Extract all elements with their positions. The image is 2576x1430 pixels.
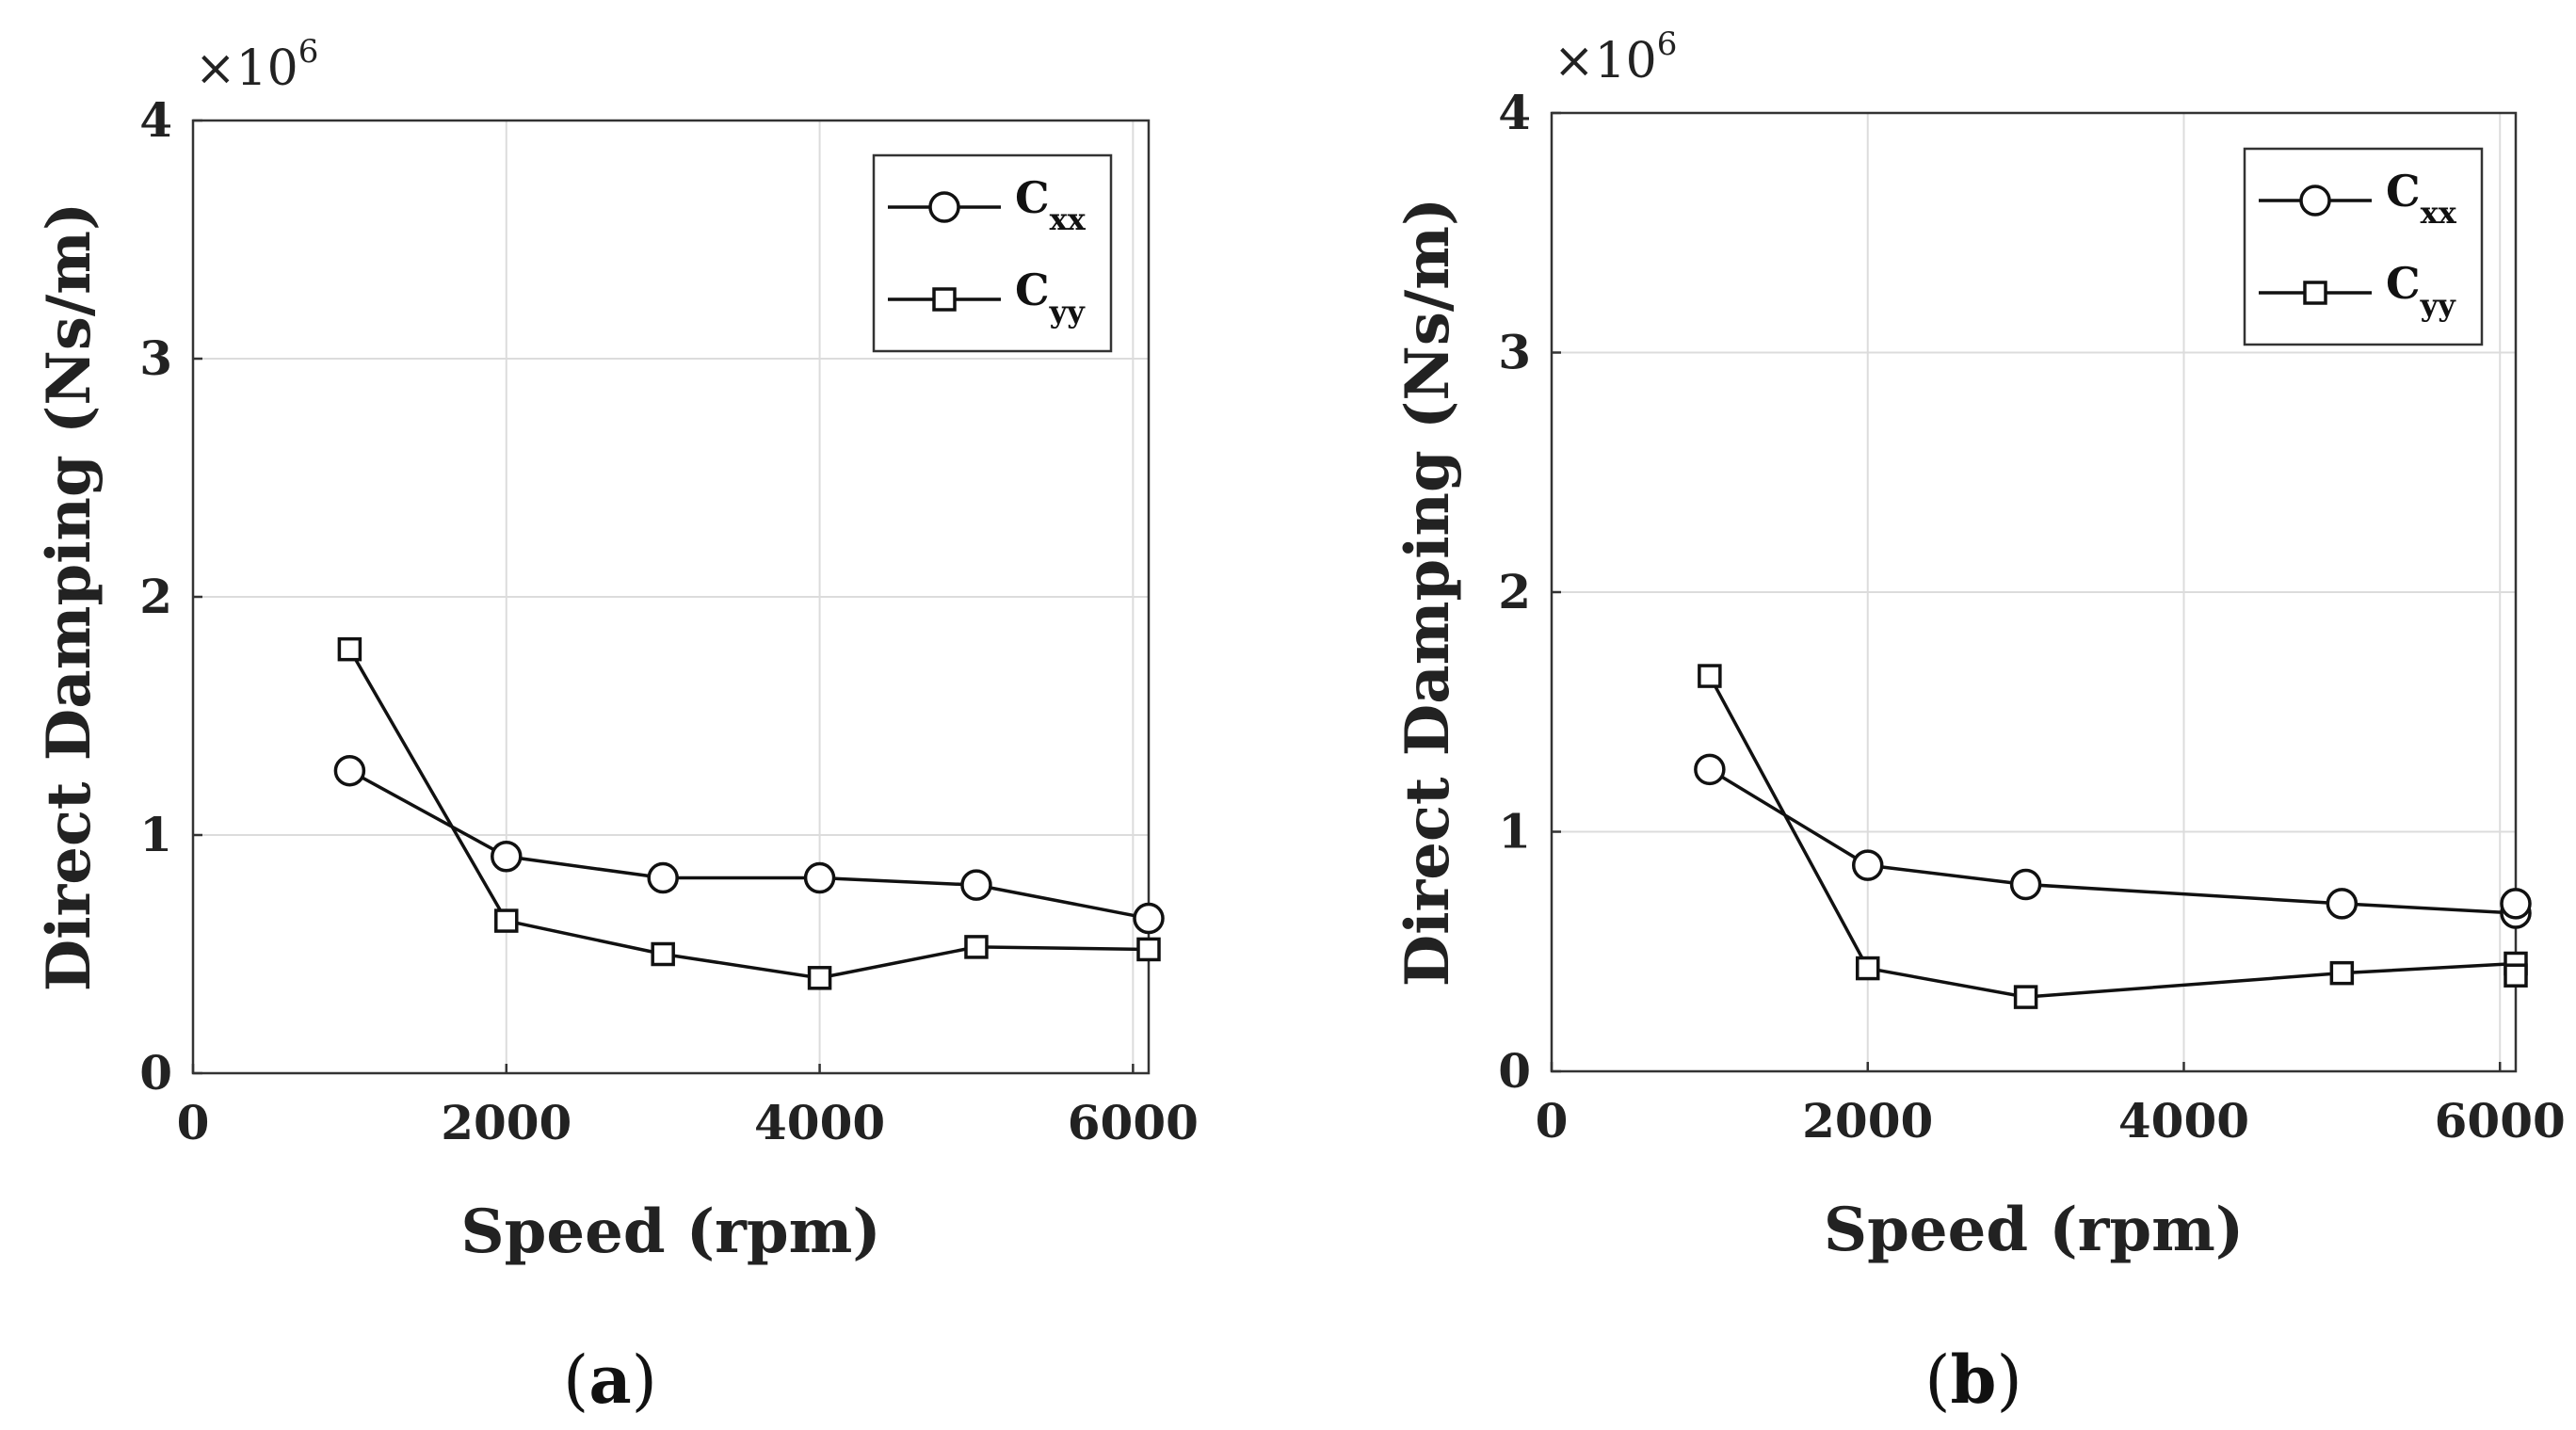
data-point-Cxx xyxy=(647,861,679,894)
data-point-Cyy xyxy=(2504,963,2528,988)
series-line-Cyy xyxy=(347,648,1150,980)
legend-label-main: C xyxy=(1015,172,1050,223)
legend-marker-circle xyxy=(928,191,960,223)
data-point-Cyy xyxy=(2329,960,2355,986)
legend-label: Cxx xyxy=(1015,172,1087,237)
legend-label-main: C xyxy=(1015,265,1050,315)
caption-paren: ) xyxy=(632,1342,657,1419)
legend-marker-circle xyxy=(2299,185,2331,217)
legend-marker-square xyxy=(932,287,957,312)
x-tick-label: 6000 xyxy=(1068,1095,1199,1150)
legend-label-sub: xx xyxy=(2421,195,2457,231)
x-axis-label: Speed (rpm) xyxy=(1824,1195,2244,1265)
y-tick-label: 4 xyxy=(139,92,172,148)
legend-label-main: C xyxy=(2386,166,2421,217)
y-tick-label: 3 xyxy=(1498,325,1531,380)
y-axis-label: Direct Damping (Ns/m) xyxy=(1393,198,1463,988)
y-tick-label: 2 xyxy=(139,569,172,624)
legend-label: Cyy xyxy=(1015,265,1086,329)
data-point-Cxx xyxy=(2009,868,2042,901)
panel-caption: (b) xyxy=(1924,1341,2022,1419)
y-tick-label: 0 xyxy=(1498,1043,1531,1099)
x-tick-label: 2000 xyxy=(1802,1093,1933,1149)
data-point-Cxx xyxy=(803,861,836,894)
multiplier-exponent: 6 xyxy=(298,33,319,71)
x-tick-label: 4000 xyxy=(2118,1093,2249,1149)
series-line-Cyy xyxy=(1708,675,2518,999)
data-point-Cxx xyxy=(1851,849,1884,881)
legend-box xyxy=(872,153,1113,353)
data-point-Cyy xyxy=(337,636,362,662)
legend-label: Cxx xyxy=(2386,166,2457,231)
data-point-Cyy xyxy=(964,935,989,959)
legend-label-sub: yy xyxy=(1049,294,1087,329)
legend-label-sub: yy xyxy=(2420,287,2457,323)
legend-marker-square xyxy=(2303,281,2327,305)
x-tick-label: 4000 xyxy=(754,1095,885,1150)
x-tick-label: 0 xyxy=(177,1095,210,1150)
x-tick-label: 2000 xyxy=(441,1095,572,1150)
x-axis-label: Speed (rpm) xyxy=(460,1197,880,1267)
data-point-Cxx xyxy=(491,841,523,873)
caption-letter: b xyxy=(1951,1341,1997,1419)
data-point-Cxx xyxy=(2500,888,2532,920)
series-line-Cxx xyxy=(348,769,1150,921)
y-axis-label: Direct Damping (Ns/m) xyxy=(34,202,105,992)
chart-panel-b: 0 2000 4000 6000 0 1 2 3 4 ×106 Speed (rpm) Direct … xyxy=(1393,25,2566,1419)
y-tick-label: 1 xyxy=(1498,804,1531,860)
panel-caption: (a) xyxy=(563,1341,657,1419)
y-axis-multiplier: ×106 xyxy=(195,33,318,97)
legend-label-main: C xyxy=(2386,258,2421,309)
multiplier-base: ×10 xyxy=(1554,33,1657,89)
data-point-Cyy xyxy=(807,966,832,990)
multiplier-exponent: 6 xyxy=(1657,25,1678,63)
chart-panel-a: 0 2000 4000 6000 0 1 2 3 4 ×106 Speed (rpm) Direct … xyxy=(34,33,1199,1419)
data-point-Cxx xyxy=(333,754,366,787)
y-tick-label: 1 xyxy=(139,807,172,862)
data-point-Cyy xyxy=(651,941,675,967)
data-point-Cyy xyxy=(494,908,519,933)
data-point-Cyy xyxy=(1698,664,1722,688)
legend-label: Cyy xyxy=(2386,258,2456,323)
data-point-Cxx xyxy=(1133,902,1165,935)
y-tick-label: 4 xyxy=(1498,85,1531,140)
multiplier-base: ×10 xyxy=(195,40,298,97)
x-tick-label: 6000 xyxy=(2435,1093,2566,1149)
caption-paren: ) xyxy=(1996,1342,2021,1419)
y-axis-multiplier: ×106 xyxy=(1554,25,1677,89)
data-point-Cyy xyxy=(1855,956,1880,981)
legend-box xyxy=(2243,147,2484,346)
data-point-Cyy xyxy=(1136,937,1161,962)
series-line-Cxx xyxy=(1708,767,2518,915)
data-point-Cxx xyxy=(2326,888,2359,920)
data-point-Cyy xyxy=(2013,985,2038,1009)
y-tick-label: 3 xyxy=(139,330,172,386)
data-point-Cxx xyxy=(960,869,992,901)
y-tick-label: 2 xyxy=(1498,564,1531,619)
y-tick-label: 0 xyxy=(139,1045,172,1101)
caption-paren: ( xyxy=(563,1342,588,1419)
caption-letter: a xyxy=(588,1341,631,1419)
data-point-Cxx xyxy=(1694,753,1726,786)
legend-label-sub: xx xyxy=(1050,201,1087,237)
caption-paren: ( xyxy=(1924,1342,1950,1419)
x-tick-label: 0 xyxy=(1536,1093,1569,1149)
